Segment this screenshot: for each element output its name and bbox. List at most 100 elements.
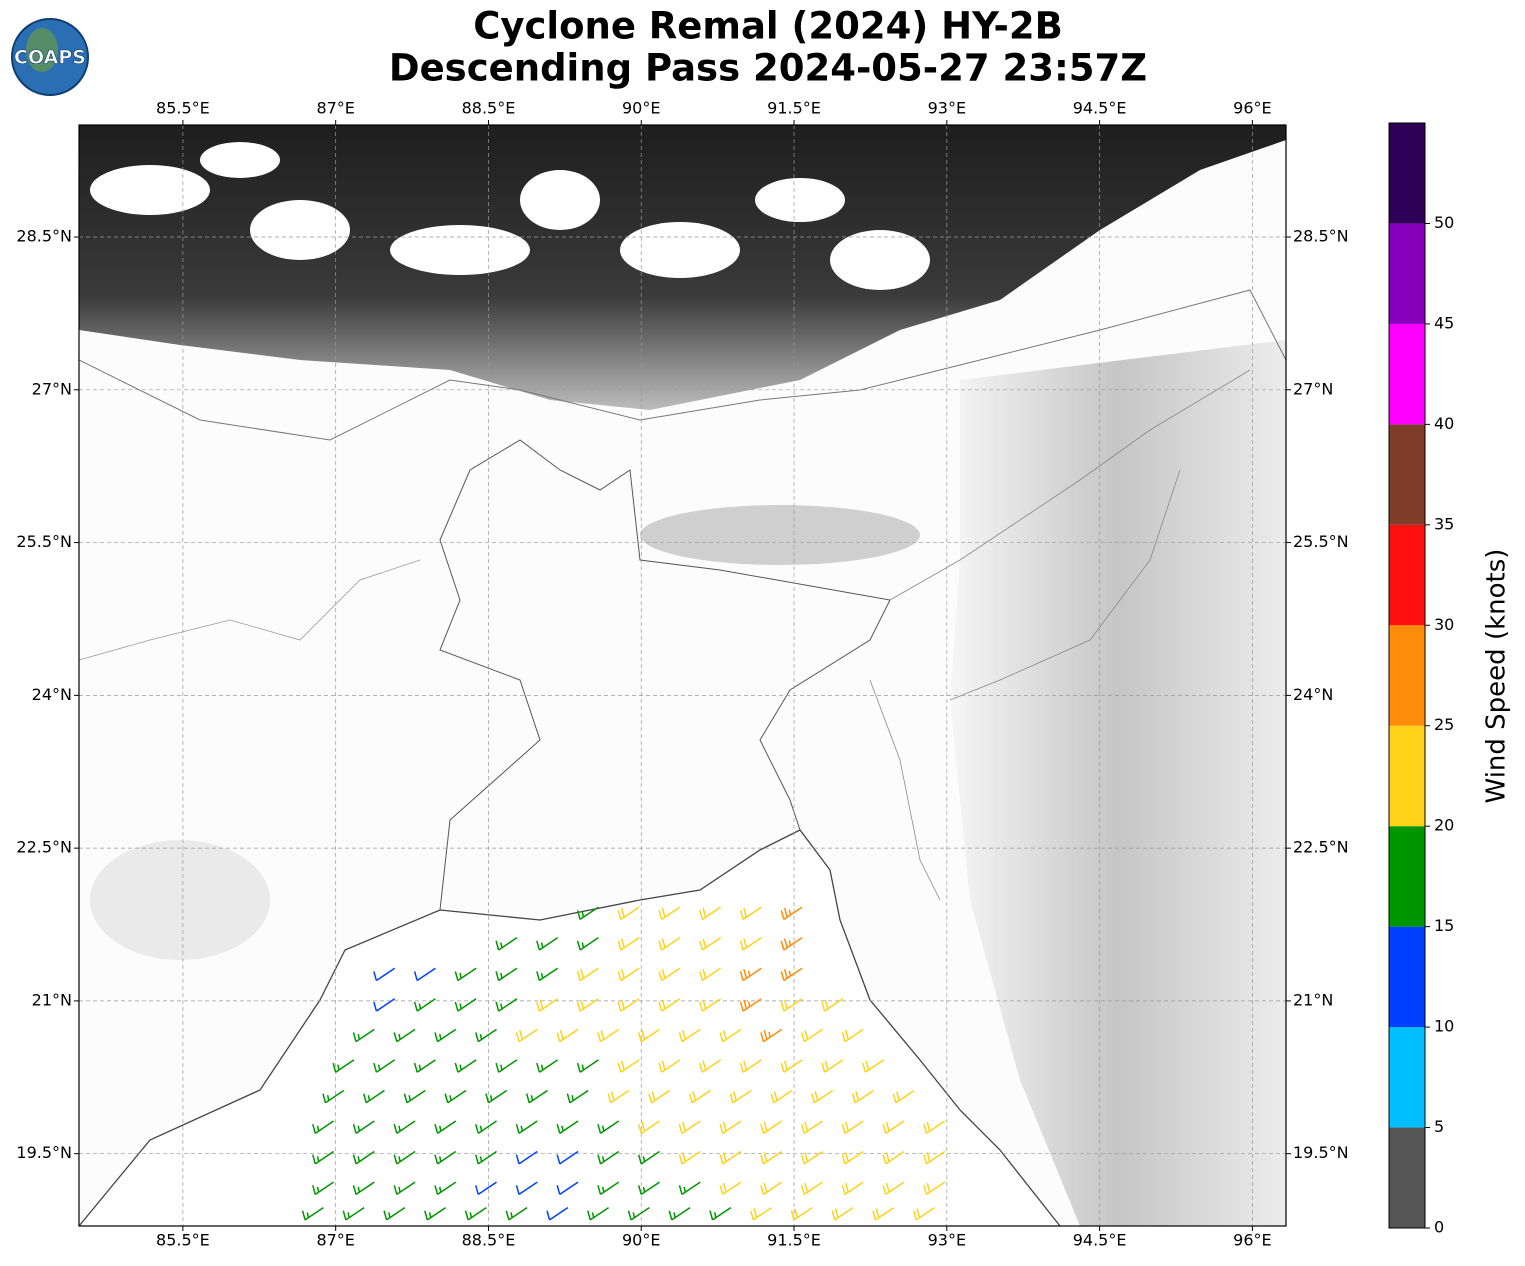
wind-barb [770,1089,793,1104]
wind-barb [800,1150,823,1165]
wind-barb [505,1206,528,1221]
colorbar-tick-label: 15 [1434,916,1454,935]
x-tick-label: 96°E [1233,1231,1271,1250]
wind-barb [393,1028,416,1043]
wind-barb [566,1089,589,1104]
wind-barb [342,1206,365,1221]
wind-barb [719,1150,742,1165]
wind-barb [760,1181,783,1196]
wind-barb [790,1206,813,1221]
wind-barb [475,1150,497,1165]
colorbar-label: Wind Speed (knots) [1482,549,1512,804]
y-tick-label: 19.5°N [1293,1143,1349,1162]
colorbar-bin [1389,323,1425,425]
colorbar-bin [1389,826,1425,927]
wind-barb [882,1150,905,1165]
x-tick-label: 90°E [622,1231,660,1250]
wind-barb [882,1181,905,1196]
x-tick-label: 85.5°E [156,1231,210,1250]
x-tick-label: 85.5°E [156,99,210,118]
wind-barb [780,998,803,1012]
colorbar-tick-label: 20 [1434,816,1454,835]
wind-barb [597,1028,620,1043]
wind-barb [678,1150,701,1165]
wind-barb [454,967,477,982]
wind-barb [699,937,722,951]
wind-barb [434,1181,457,1196]
x-tick-label: 87°E [316,99,354,118]
wind-barb [373,967,396,982]
wind-barb [587,1206,609,1221]
wind-barb [556,1028,579,1043]
wind-barb [841,1181,864,1196]
x-tick-label: 91.5°E [767,99,821,118]
title-line: Descending Pass 2024-05-27 23:57Z [389,47,1147,90]
wind-barb [637,1181,660,1196]
colorbar-tick-label: 35 [1434,514,1454,533]
wind-barb [699,998,722,1012]
colorbar-bin [1389,1027,1425,1128]
wind-barb [699,1059,722,1073]
wind-barb [312,1181,334,1196]
wind-barb [637,1120,660,1134]
wind-barb [515,1120,538,1134]
wind-barb [362,1089,385,1104]
x-tick-label: 93°E [928,99,966,118]
wind-barb [800,1120,823,1134]
wind-barb [760,1150,783,1165]
x-tick-label: 91.5°E [767,1231,821,1250]
colorbar-bin [1389,625,1425,726]
wind-barb [841,1028,864,1043]
wind-barb [821,998,844,1012]
wind-barb [739,967,762,982]
wind-barb [301,1206,324,1221]
wind-barb [475,1028,497,1043]
x-tick-label: 90°E [622,99,660,118]
wind-barb [434,1120,457,1134]
wind-barb [699,906,722,921]
wind-barb [413,967,436,982]
wind-barb [515,1028,538,1043]
wind-barb [444,1089,467,1104]
wind-barb [373,998,396,1012]
colorbar-bin [1389,926,1425,1028]
colorbar-tick-label: 45 [1434,313,1454,332]
wind-barb [373,1059,396,1073]
wind-barb [851,1089,874,1104]
wind-barb [800,1181,823,1196]
wind-barb [648,1089,671,1104]
wind-barb [322,1089,345,1104]
wind-barb [556,1181,579,1196]
wind-barb [831,1206,854,1221]
wind-barb [750,1206,772,1221]
wind-barb [719,1181,742,1196]
wind-barb [515,1181,538,1196]
wind-barb [617,998,640,1012]
colorbar-bin [1389,424,1425,525]
logo-text: COAPS [14,47,86,69]
wind-barbs [301,906,946,1221]
colorbar-bin [1389,223,1425,324]
y-tick-label: 21°N [32,990,72,1009]
wind-barb [739,937,762,951]
wind-barb [719,1028,742,1043]
wind-barb [678,1181,701,1196]
wind-barb [413,1059,436,1073]
wind-barb [352,1028,375,1043]
wind-barb [617,1059,640,1073]
wind-barb [739,906,762,921]
wind-barb [637,1028,660,1043]
wind-barb [923,1150,946,1165]
wind-barb [841,1150,864,1165]
map-background [79,125,1286,1226]
wind-barb [780,937,803,951]
wind-barb [434,1150,457,1165]
wind-barb [312,1120,334,1134]
wind-barb [658,1059,681,1073]
y-tick-label: 28.5°N [1293,227,1349,246]
wind-barb [424,1206,447,1221]
wind-barb [576,937,599,951]
wind-barb [760,1028,783,1043]
colorbar-tick-label: 5 [1434,1117,1444,1136]
